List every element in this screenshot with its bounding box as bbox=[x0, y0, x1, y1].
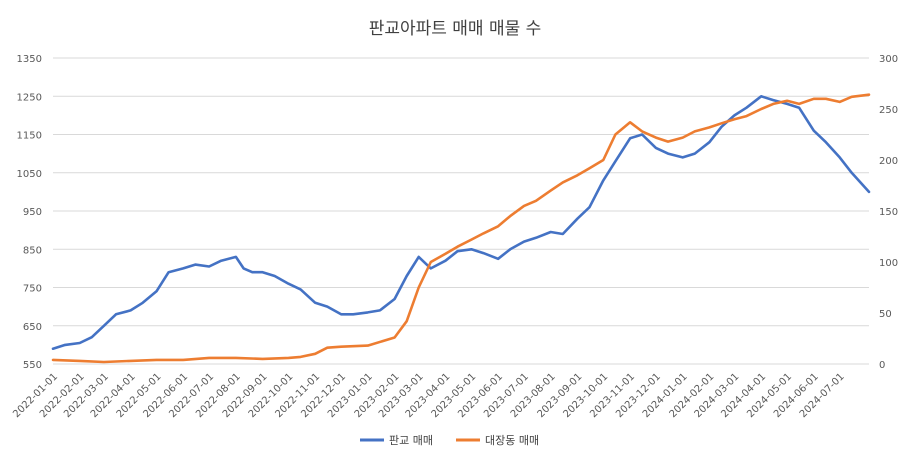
gridlines bbox=[53, 57, 869, 365]
y-tick-label: 650 bbox=[23, 322, 42, 333]
y2-tick-label: 0 bbox=[879, 360, 885, 371]
legend: 판교 매매 대장동 매매 bbox=[360, 434, 539, 447]
y-tick-label: 950 bbox=[23, 207, 42, 218]
chart-title: 판교아파트 매매 매물 수 bbox=[369, 19, 542, 39]
y2-tick-label: 150 bbox=[879, 207, 898, 218]
x-axis-ticks: 2022-01-012022-02-012022-03-012022-04-01… bbox=[11, 371, 847, 420]
y-tick-label: 1050 bbox=[17, 169, 42, 180]
y-tick-label: 550 bbox=[23, 360, 42, 371]
y2-tick-label: 200 bbox=[879, 156, 898, 167]
y-tick-label: 850 bbox=[23, 245, 42, 256]
right-axis-ticks: 300 250 200 150 100 50 0 bbox=[879, 54, 898, 371]
y-tick-label: 1350 bbox=[17, 54, 42, 65]
left-axis-ticks: 1350 1250 1150 1050 950 850 750 650 550 bbox=[17, 54, 42, 371]
series-line-2 bbox=[51, 93, 871, 364]
y-tick-label: 1150 bbox=[17, 131, 42, 142]
y-tick-label: 1250 bbox=[17, 92, 42, 103]
y2-tick-label: 50 bbox=[879, 309, 892, 320]
series-lines bbox=[51, 93, 871, 364]
y-tick-label: 750 bbox=[23, 284, 42, 295]
y2-tick-label: 250 bbox=[879, 105, 898, 116]
y2-tick-label: 100 bbox=[879, 258, 898, 269]
legend-label-series-2: 대장동 매매 bbox=[485, 434, 539, 447]
legend-label-series-1: 판교 매매 bbox=[389, 434, 433, 447]
y2-tick-label: 300 bbox=[879, 54, 898, 65]
